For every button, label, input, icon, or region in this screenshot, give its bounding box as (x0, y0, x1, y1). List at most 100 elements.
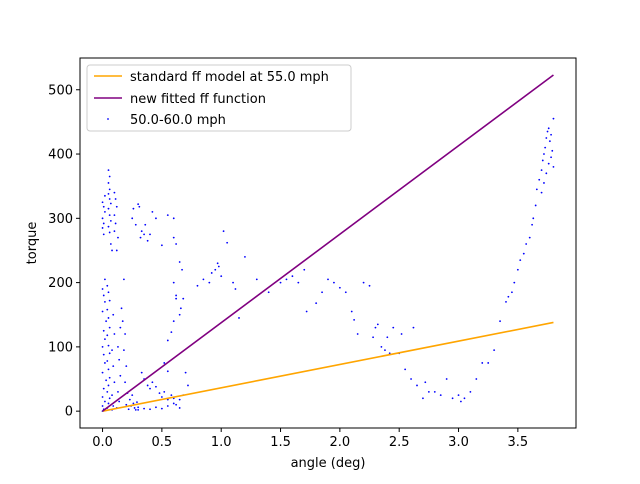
scatter-point (101, 371, 104, 374)
scatter-point (120, 307, 123, 310)
scatter-point (125, 365, 128, 368)
legend: standard ff model at 55.0 mph new fitted… (86, 64, 352, 132)
x-tick-label: 3.0 (448, 435, 469, 450)
scatter-point (285, 278, 288, 281)
scatter-point (131, 394, 134, 396)
scatter-point (175, 297, 178, 300)
scatter-point (137, 408, 140, 411)
scatter-point (540, 169, 543, 172)
scatter-point (384, 349, 386, 351)
scatter-point (111, 394, 113, 396)
scatter-point (238, 317, 240, 319)
scatter-point (217, 265, 220, 268)
scatter-point (422, 397, 424, 400)
scatter-point (118, 358, 121, 361)
scatter-point (123, 349, 125, 351)
scatter-point (507, 295, 510, 298)
scatter-point (376, 323, 379, 326)
scatter-point (108, 299, 111, 302)
scatter-point (114, 198, 117, 200)
scatter-point (469, 390, 472, 393)
legend-box (86, 64, 352, 132)
scatter-point (101, 217, 104, 220)
y-tick-label: 0 (65, 405, 73, 420)
scatter-point (113, 230, 116, 233)
scatter-point (344, 291, 347, 294)
scatter-point (170, 394, 173, 396)
scatter-point (137, 203, 140, 206)
y-tick-label: 100 (48, 340, 73, 355)
scatter-point (113, 333, 116, 335)
scatter-point (222, 230, 225, 233)
scatter-point (106, 308, 109, 311)
scatter-point (511, 291, 513, 294)
scatter-point (210, 272, 213, 274)
scatter-point (184, 371, 187, 374)
scatter-point (356, 333, 359, 335)
scatter-point (112, 313, 115, 316)
scatter-point (149, 408, 151, 411)
scatter-point (109, 243, 112, 245)
scatter-point (388, 352, 391, 355)
scatter-point (321, 291, 323, 294)
scatter-point (107, 207, 110, 210)
scatter-point (106, 390, 109, 393)
scatter-point (146, 384, 149, 387)
scatter-point (112, 365, 115, 368)
scatter-point (487, 362, 490, 364)
line-standard-ff-model (102, 321, 554, 412)
scatter-point (552, 165, 555, 168)
scatter-point (531, 223, 533, 226)
scatter-point (534, 204, 537, 207)
legend-label-scatter: 50.0-60.0 mph (130, 113, 226, 128)
scatter-point (516, 268, 519, 271)
scatter-point (158, 392, 161, 395)
x-tick-label: 3.5 (508, 435, 529, 450)
scatter-point (144, 223, 147, 226)
scatter-point (155, 406, 157, 409)
scatter-point (552, 117, 555, 120)
scatter-point (102, 329, 105, 332)
scatter-point (481, 362, 484, 364)
scatter-point (535, 188, 538, 191)
scatter-point (315, 302, 318, 305)
scatter-point (545, 172, 548, 175)
scatter-point (404, 368, 407, 371)
scatter-point (166, 370, 169, 373)
scatter-point (101, 345, 104, 348)
scatter-point (136, 401, 138, 404)
scatter-point (108, 175, 111, 178)
scatter-point (267, 291, 270, 294)
scatter-point (163, 390, 166, 393)
scatter-point (416, 384, 418, 387)
scatter-point (107, 192, 110, 195)
scatter-point (102, 222, 105, 225)
x-tick-label: 0.0 (92, 435, 113, 450)
scatter-point (538, 178, 541, 181)
scatter-point (101, 201, 104, 204)
scatter-point (112, 405, 115, 407)
scatter-point (113, 214, 116, 217)
scatter-point (104, 194, 106, 197)
scatter-point (544, 146, 547, 149)
scatter-point (125, 403, 128, 406)
scatter-point (113, 191, 116, 194)
scatter-point (179, 307, 182, 310)
scatter-point (117, 236, 119, 239)
scatter-point (155, 385, 157, 388)
scatter-point (117, 345, 119, 348)
scatter-point (124, 381, 126, 384)
scatter-point (392, 326, 395, 329)
scatter-point (475, 378, 478, 380)
scatter-point (202, 278, 205, 281)
scatter-point (106, 334, 109, 337)
scatter-point (178, 261, 181, 263)
y-tick-label: 400 (48, 148, 73, 163)
scatter-point (151, 210, 154, 213)
scatter-point (214, 268, 217, 271)
scatter-point (107, 344, 110, 347)
scatter-point (109, 219, 112, 222)
scatter-point (170, 331, 173, 333)
scatter-point (172, 236, 175, 239)
